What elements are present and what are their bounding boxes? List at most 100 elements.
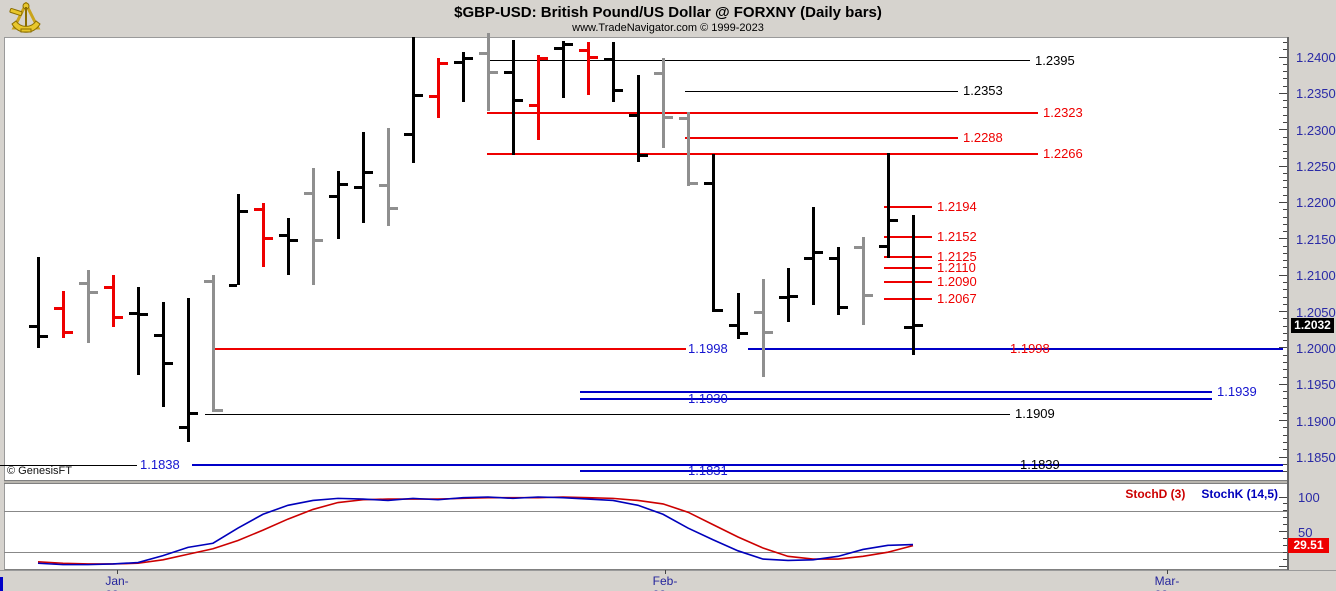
ohlc-bar-body	[312, 168, 315, 285]
price-axis-tick	[1283, 340, 1287, 342]
stoch-axis-tick	[1283, 537, 1287, 539]
price-level-label: 1.1909	[1015, 406, 1055, 422]
ohlc-open-tick	[904, 325, 912, 329]
ohlc-open-tick	[829, 256, 837, 260]
price-axis-tick-label: 1.1950	[1296, 377, 1336, 393]
price-level-line[interactable]	[685, 90, 958, 92]
ohlc-bar-body	[662, 57, 665, 148]
price-level-line[interactable]	[212, 348, 686, 351]
stochastic-panel-canvas[interactable]	[4, 484, 1287, 570]
ohlc-open-tick	[254, 208, 262, 211]
price-axis-tick-label: 1.2400	[1296, 50, 1336, 65]
price-level-line[interactable]	[580, 391, 1212, 394]
date-axis[interactable]	[0, 570, 1336, 591]
scroll-indicator[interactable]	[0, 577, 3, 591]
price-level-line[interactable]	[884, 236, 932, 239]
price-level-line[interactable]	[580, 397, 1212, 400]
price-level-line[interactable]	[487, 60, 1030, 62]
price-axis-tick-label: 1.1900	[1296, 413, 1336, 429]
sextant-logo-icon[interactable]	[8, 0, 44, 40]
ohlc-close-tick	[290, 239, 298, 243]
x-axis-label: Jan-23	[105, 574, 129, 591]
price-axis-tick	[1279, 201, 1287, 203]
price-axis-tick	[1283, 245, 1287, 247]
price-level-label: 1.2067	[937, 291, 977, 307]
ohlc-close-tick	[515, 98, 523, 102]
ohlc-close-tick	[165, 362, 173, 366]
price-axis-tick-label: 1.2000	[1296, 340, 1336, 356]
ohlc-bar-body	[862, 236, 865, 325]
ohlc-close-tick	[415, 93, 423, 97]
ohlc-open-tick	[729, 323, 737, 327]
ohlc-bar-body	[237, 193, 240, 285]
price-axis-tick	[1279, 274, 1287, 276]
price-level-line[interactable]	[748, 348, 1283, 351]
ohlc-open-tick	[704, 181, 712, 185]
price-axis-tick	[1283, 223, 1287, 225]
price-level-line[interactable]	[205, 413, 1010, 415]
ohlc-open-tick	[29, 325, 37, 329]
x-axis-tick	[1167, 570, 1168, 574]
price-level-line[interactable]	[884, 256, 932, 258]
price-axis-tick	[1283, 143, 1287, 145]
stochastic-gridline	[4, 510, 1287, 512]
ohlc-bar-body	[487, 32, 490, 111]
price-axis-tick	[1283, 471, 1287, 473]
x-axis-label: Feb-23	[652, 574, 678, 591]
ohlc-bar-body	[262, 203, 265, 268]
price-axis-tick	[1283, 151, 1287, 153]
x-axis-tick	[665, 570, 666, 574]
ohlc-close-tick	[890, 218, 898, 222]
stochk-legend-label[interactable]: StochK (14,5)	[1201, 487, 1278, 501]
price-axis-tick	[1283, 63, 1287, 65]
price-level-line[interactable]	[884, 281, 932, 284]
price-level-line[interactable]	[884, 266, 932, 269]
price-level-line[interactable]	[487, 153, 1038, 156]
price-level-line[interactable]	[0, 464, 137, 466]
price-axis-tick	[1283, 172, 1287, 174]
ohlc-close-tick	[90, 290, 98, 294]
price-axis-tick	[1283, 114, 1287, 116]
price-axis-tick	[1283, 412, 1287, 414]
price-axis-tick	[1283, 325, 1287, 327]
price-chart-canvas[interactable]	[4, 37, 1288, 481]
ohlc-close-tick	[390, 207, 398, 211]
ohlc-close-tick	[65, 330, 73, 334]
price-axis-ruler[interactable]	[1287, 37, 1289, 570]
price-axis-tick-label: 1.1850	[1296, 450, 1336, 465]
price-level-label: 1.2125	[937, 249, 977, 264]
panel-divider[interactable]	[4, 480, 1287, 484]
price-level-line[interactable]	[884, 298, 932, 301]
price-axis-tick-label: 1.2300	[1296, 122, 1336, 138]
price-axis-tick	[1283, 398, 1287, 400]
ohlc-close-tick	[540, 56, 548, 60]
price-axis-tick	[1283, 332, 1287, 334]
price-axis-tick	[1279, 420, 1287, 422]
price-axis-tick-label: 1.2150	[1296, 231, 1336, 247]
stochd-legend-label[interactable]: StochD (3)	[1125, 487, 1186, 501]
ohlc-bar-body	[37, 257, 40, 348]
ohlc-close-tick	[740, 331, 748, 335]
ohlc-open-tick	[304, 192, 312, 195]
price-level-label: 1.2288	[963, 130, 1003, 146]
price-level-line[interactable]	[487, 112, 1038, 114]
price-axis-tick	[1283, 180, 1287, 182]
price-level-line[interactable]	[192, 464, 1283, 467]
price-axis-tick	[1283, 158, 1287, 160]
price-level-line[interactable]	[884, 205, 932, 208]
stoch-axis-tick	[1283, 558, 1287, 560]
ohlc-close-tick	[115, 315, 123, 319]
price-axis-tick	[1283, 318, 1287, 320]
price-axis-tick	[1283, 78, 1287, 80]
ohlc-bar-body	[787, 267, 790, 322]
ohlc-close-tick	[565, 42, 573, 46]
price-axis-tick	[1279, 165, 1287, 167]
price-level-line[interactable]	[685, 137, 958, 140]
price-axis-tick	[1279, 238, 1287, 240]
ohlc-open-tick	[379, 184, 387, 187]
ohlc-open-tick	[479, 51, 487, 55]
price-level-line[interactable]	[580, 469, 1283, 472]
ohlc-open-tick	[179, 426, 187, 430]
price-axis-tick	[1283, 209, 1287, 211]
price-axis-tick	[1283, 252, 1287, 254]
